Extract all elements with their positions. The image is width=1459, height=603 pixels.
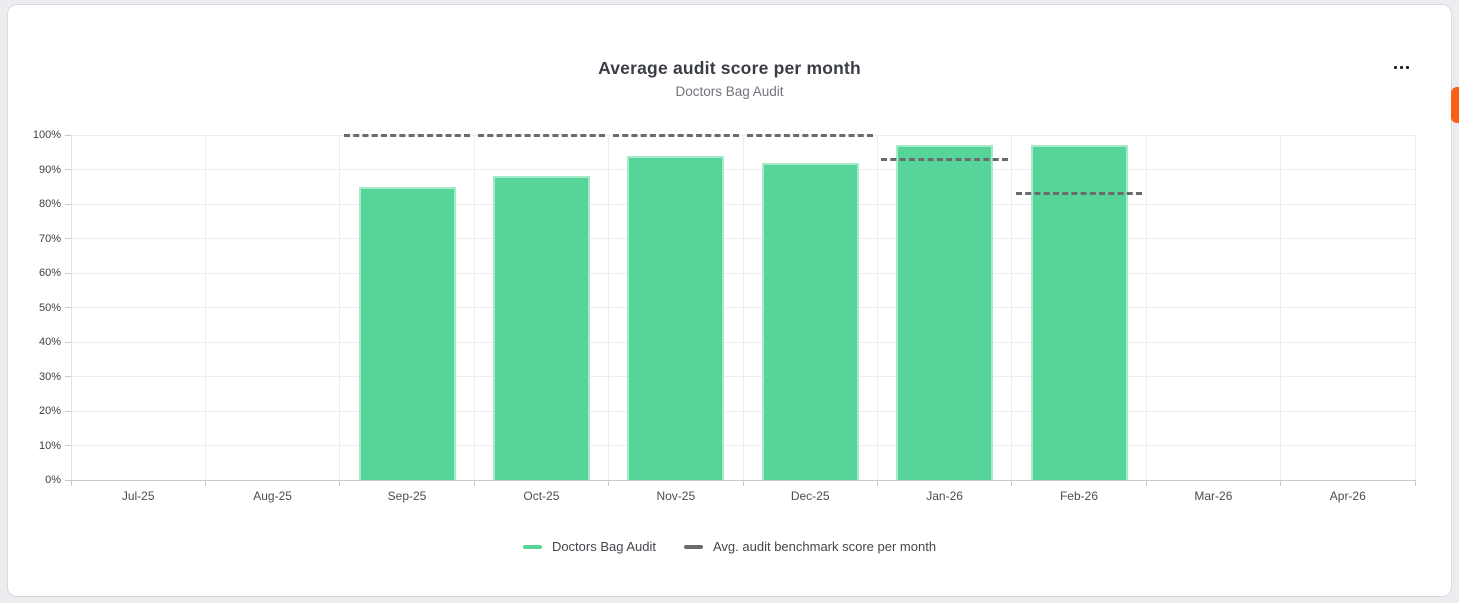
y-axis-label: 30% bbox=[38, 370, 61, 383]
legend-swatch-bar-series bbox=[522, 544, 542, 549]
vertical-gridline bbox=[473, 135, 475, 480]
y-axis-label: 40% bbox=[38, 336, 61, 348]
x-axis-label: Jan-26 bbox=[926, 489, 963, 503]
x-axis-label: Apr-26 bbox=[1329, 489, 1366, 503]
bar-jan-26[interactable] bbox=[896, 145, 994, 480]
chart-legend: Doctors Bag Audit Avg. audit benchmark s… bbox=[8, 539, 1451, 554]
benchmark-segment-jan-26 bbox=[881, 157, 1008, 161]
legend-item-doctors-bag-audit[interactable]: Doctors Bag Audit bbox=[522, 539, 656, 554]
x-axis-tick bbox=[339, 480, 341, 486]
y-axis-label: 10% bbox=[38, 439, 61, 452]
ellipsis-icon bbox=[1393, 65, 1397, 69]
x-axis-label: Feb-26 bbox=[1059, 489, 1098, 503]
benchmark-segment-sep-25 bbox=[343, 133, 471, 137]
bar-feb-26[interactable] bbox=[1030, 145, 1128, 480]
vertical-gridline bbox=[204, 135, 206, 480]
y-axis-tick bbox=[65, 307, 71, 308]
benchmark-segment-dec-25 bbox=[747, 133, 874, 137]
legend-label: Avg. audit benchmark score per month bbox=[713, 539, 937, 554]
bar-dec-25[interactable] bbox=[761, 162, 859, 480]
bar-oct-25[interactable] bbox=[492, 176, 590, 480]
y-axis-label: 0% bbox=[45, 474, 61, 486]
more-options-button[interactable] bbox=[1387, 57, 1415, 77]
legend-label: Doctors Bag Audit bbox=[551, 539, 656, 554]
ellipsis-icon bbox=[1405, 65, 1409, 69]
y-axis-label: 20% bbox=[38, 405, 61, 417]
y-axis-label: 60% bbox=[38, 267, 61, 279]
y-axis-tick bbox=[65, 445, 71, 446]
legend-item-benchmark[interactable]: Avg. audit benchmark score per month bbox=[684, 539, 936, 554]
side-panel-tab[interactable] bbox=[1451, 87, 1459, 123]
plot-area: 0% 10% 20% 30% 40% 50% 60% 70% 80% 90% 100% Jul-25 A… bbox=[33, 129, 1416, 503]
x-axis-label: Mar-26 bbox=[1194, 489, 1233, 503]
x-axis-tick bbox=[608, 480, 610, 486]
y-axis-label: 80% bbox=[38, 198, 61, 210]
x-axis-label: Dec-25 bbox=[790, 489, 830, 503]
x-axis-tick bbox=[876, 480, 878, 486]
y-axis-tick bbox=[65, 203, 71, 205]
x-axis-tick bbox=[204, 480, 206, 486]
bar-nov-25[interactable] bbox=[627, 155, 725, 480]
y-axis-tick bbox=[65, 134, 71, 136]
x-axis-label: Sep-25 bbox=[387, 489, 427, 503]
bar-sep-25[interactable] bbox=[358, 186, 456, 480]
x-axis-tick bbox=[742, 480, 744, 486]
y-axis-tick bbox=[65, 410, 71, 412]
y-axis-tick bbox=[65, 479, 71, 481]
y-axis-label: 100% bbox=[32, 129, 61, 141]
x-axis-label: Aug-25 bbox=[253, 489, 292, 503]
y-axis-label: 70% bbox=[38, 232, 61, 245]
vertical-gridline bbox=[608, 135, 610, 480]
vertical-gridline bbox=[1280, 135, 1282, 480]
y-axis-tick bbox=[65, 376, 71, 377]
x-axis-tick bbox=[473, 480, 475, 486]
y-axis-label: 50% bbox=[38, 301, 61, 314]
x-axis-label: Nov-25 bbox=[656, 489, 696, 503]
benchmark-segment-feb-26 bbox=[1015, 192, 1143, 196]
y-axis-line bbox=[70, 135, 72, 480]
legend-swatch-benchmark-series bbox=[684, 544, 703, 549]
chart-subtitle: Doctors Bag Audit bbox=[675, 84, 784, 99]
y-axis-tick bbox=[65, 341, 71, 343]
chart-title: Average audit score per month bbox=[598, 58, 861, 78]
x-axis-label: Oct-25 bbox=[523, 489, 560, 503]
vertical-gridline bbox=[339, 135, 341, 480]
x-axis-tick bbox=[1145, 480, 1147, 486]
x-axis-label: Jul-25 bbox=[121, 489, 155, 503]
vertical-gridline bbox=[1414, 135, 1416, 480]
vertical-gridline bbox=[1011, 135, 1013, 480]
vertical-gridline bbox=[742, 135, 744, 480]
benchmark-segment-oct-25 bbox=[478, 133, 605, 137]
chart-card: Average audit score per month Doctors Ba… bbox=[7, 4, 1452, 597]
x-axis-tick bbox=[1280, 480, 1282, 486]
x-axis-tick bbox=[70, 480, 72, 486]
x-axis-tick bbox=[1011, 480, 1013, 486]
y-axis-label: 90% bbox=[38, 163, 61, 176]
benchmark-segment-nov-25 bbox=[612, 133, 739, 137]
ellipsis-icon bbox=[1399, 65, 1403, 69]
vertical-gridline bbox=[1145, 135, 1147, 480]
y-axis-tick bbox=[65, 238, 71, 239]
y-axis-tick bbox=[65, 169, 71, 170]
vertical-gridline bbox=[876, 135, 878, 480]
y-axis-tick bbox=[65, 272, 71, 274]
x-axis-tick bbox=[1414, 480, 1416, 486]
